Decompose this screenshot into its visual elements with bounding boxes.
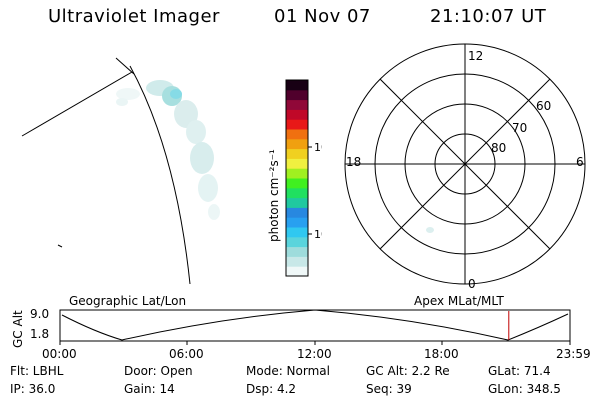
colorbar-cell [286, 217, 308, 228]
mlt-line-diagonal [379, 78, 551, 250]
geographic-grid-arc [129, 65, 191, 285]
colorbar-cell [286, 178, 308, 189]
colorbar-cell [286, 138, 308, 150]
lat-label-70: 70 [512, 121, 527, 135]
x-tick-label: 23:59 [556, 347, 591, 361]
colorbar-cell [286, 168, 308, 179]
colorbar-cell [286, 197, 308, 208]
glon-status: GLon: 348.5 [488, 382, 561, 396]
orbit-timeline: GC Alt 9.0 1.8 00:00 06:00 12:00 18:00 2… [11, 307, 591, 361]
gc-alt-status: GC Alt: 2.2 Re [366, 364, 450, 378]
polar-plot: 12 18 6 0 60 70 80 [344, 43, 586, 290]
apex-caption: Apex MLat/MLT [414, 294, 504, 308]
lat-label-60: 60 [536, 99, 551, 113]
colorbar-cell [286, 158, 308, 169]
geographic-caption: Geographic Lat/Lon [69, 294, 187, 308]
colorbar-cell [286, 227, 308, 238]
mode-status: Mode: Normal [246, 364, 330, 378]
dsp-status: Dsp: 4.2 [246, 382, 297, 396]
x-tick-label: 00:00 [42, 347, 77, 361]
x-tick-label: 12:00 [297, 347, 332, 361]
colorbar-cell [286, 187, 308, 199]
colorbar-cell [286, 89, 308, 101]
timeline-ylabel: GC Alt [11, 310, 25, 348]
colorbar-cell [286, 99, 308, 110]
colorbar-label: photon cm⁻²s⁻¹ [267, 149, 281, 242]
lat-label-80: 80 [491, 141, 506, 155]
geographic-image-panel [21, 57, 220, 285]
colorbar-cell [286, 148, 308, 159]
colorbar-cell [286, 236, 308, 248]
x-tick-label: 06:00 [169, 347, 204, 361]
ip-status: IP: 36.0 [10, 382, 56, 396]
colorbar-frame [285, 79, 309, 277]
geographic-grid-line [21, 71, 133, 137]
gain-status: Gain: 14 [124, 382, 175, 396]
colorbar-tick-label: 100 [314, 141, 322, 154]
auroral-emission [426, 227, 434, 233]
glat-status: GLat: 71.4 [488, 364, 551, 378]
seq-status: Seq: 39 [366, 382, 412, 396]
altitude-trace [61, 309, 569, 341]
mlt-label-0: 0 [468, 277, 476, 290]
door-status: Door: Open [124, 364, 193, 378]
filter-status: Flt: LBHL [10, 364, 64, 378]
colorbar-cell [286, 266, 308, 277]
mlt-label-18: 18 [346, 155, 361, 169]
x-tick-label: 18:00 [424, 347, 459, 361]
colorbar-tick-label: 10 [314, 228, 322, 241]
mlt-label-6: 6 [576, 155, 584, 169]
colorbar-cell [286, 246, 308, 257]
x-ticks [59, 341, 571, 345]
instrument-title: Ultraviolet Imager [48, 6, 220, 27]
geographic-grid-line [115, 57, 135, 75]
colorbar: 100 10 photon cm⁻²s⁻¹ [267, 79, 322, 277]
colorbar-cell [286, 119, 308, 130]
colorbar-cell [286, 109, 308, 120]
colorbar-cell [286, 207, 308, 218]
timeline-ymin: 1.8 [30, 327, 49, 341]
colorbar-cell [286, 256, 308, 267]
colorbar-cell [286, 80, 308, 91]
timeline-ymax: 9.0 [30, 307, 49, 321]
colorbar-cell [286, 129, 308, 140]
observation-time: 21:10:07 UT [430, 6, 547, 27]
geographic-grid-line [57, 244, 63, 248]
colorbar-scale [286, 80, 308, 277]
mlt-label-12: 12 [468, 49, 483, 63]
auroral-emission [116, 80, 220, 220]
observation-date: 01 Nov 07 [274, 6, 371, 27]
